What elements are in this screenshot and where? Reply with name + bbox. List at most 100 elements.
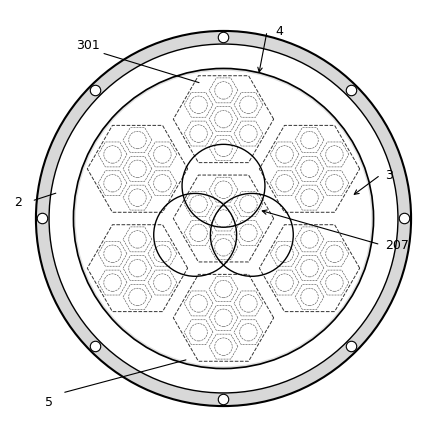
Circle shape: [301, 132, 318, 149]
Polygon shape: [234, 320, 263, 345]
Polygon shape: [320, 143, 349, 167]
Polygon shape: [123, 285, 152, 310]
Circle shape: [215, 281, 232, 298]
Circle shape: [215, 239, 232, 256]
Circle shape: [190, 295, 207, 312]
Circle shape: [326, 146, 343, 164]
Circle shape: [104, 245, 121, 263]
Circle shape: [326, 245, 343, 263]
Circle shape: [190, 225, 207, 242]
Polygon shape: [173, 176, 274, 262]
Circle shape: [215, 182, 232, 199]
Polygon shape: [209, 136, 238, 161]
Polygon shape: [173, 77, 274, 163]
Polygon shape: [87, 225, 188, 312]
Circle shape: [90, 86, 101, 96]
Circle shape: [326, 274, 343, 292]
Polygon shape: [209, 207, 238, 231]
Polygon shape: [234, 93, 263, 118]
Text: 301: 301: [76, 39, 100, 51]
Polygon shape: [123, 128, 152, 153]
Circle shape: [215, 338, 232, 356]
Text: 5: 5: [45, 396, 53, 408]
Polygon shape: [295, 227, 324, 252]
Circle shape: [104, 274, 121, 292]
Circle shape: [129, 132, 146, 149]
Polygon shape: [259, 225, 360, 312]
Polygon shape: [148, 171, 177, 196]
Circle shape: [399, 214, 410, 224]
Circle shape: [240, 225, 257, 242]
Circle shape: [36, 32, 411, 406]
Circle shape: [190, 126, 207, 143]
Polygon shape: [295, 157, 324, 182]
Circle shape: [129, 260, 146, 277]
Polygon shape: [270, 171, 299, 196]
Polygon shape: [209, 306, 238, 331]
Polygon shape: [270, 242, 299, 267]
Circle shape: [129, 289, 146, 306]
Polygon shape: [295, 186, 324, 211]
Circle shape: [240, 126, 257, 143]
Polygon shape: [234, 192, 263, 217]
Polygon shape: [184, 93, 213, 118]
Circle shape: [215, 309, 232, 327]
Circle shape: [215, 82, 232, 100]
Circle shape: [129, 190, 146, 207]
Polygon shape: [295, 285, 324, 310]
Polygon shape: [270, 271, 299, 295]
Polygon shape: [123, 256, 152, 281]
Circle shape: [276, 146, 293, 164]
Circle shape: [346, 342, 357, 352]
Polygon shape: [87, 126, 188, 213]
Polygon shape: [173, 275, 274, 361]
Polygon shape: [234, 291, 263, 316]
Circle shape: [73, 69, 374, 369]
Polygon shape: [184, 122, 213, 147]
Circle shape: [346, 86, 357, 96]
Circle shape: [240, 295, 257, 312]
Polygon shape: [209, 334, 238, 359]
Circle shape: [276, 274, 293, 292]
Circle shape: [190, 97, 207, 114]
Circle shape: [301, 161, 318, 178]
Circle shape: [301, 190, 318, 207]
Circle shape: [154, 175, 171, 193]
Circle shape: [301, 289, 318, 306]
Polygon shape: [209, 107, 238, 132]
Circle shape: [215, 140, 232, 157]
Polygon shape: [184, 291, 213, 316]
Polygon shape: [209, 79, 238, 104]
Text: 2: 2: [14, 195, 22, 208]
Polygon shape: [123, 186, 152, 211]
Circle shape: [129, 161, 146, 178]
Circle shape: [104, 146, 121, 164]
Polygon shape: [148, 271, 177, 295]
Polygon shape: [123, 227, 152, 252]
Circle shape: [240, 324, 257, 341]
Circle shape: [301, 260, 318, 277]
Text: 4: 4: [276, 25, 284, 39]
Circle shape: [240, 196, 257, 213]
Polygon shape: [295, 256, 324, 281]
Circle shape: [301, 231, 318, 248]
Polygon shape: [320, 271, 349, 295]
Polygon shape: [209, 277, 238, 302]
Polygon shape: [320, 242, 349, 267]
Circle shape: [190, 196, 207, 213]
Polygon shape: [234, 221, 263, 246]
Text: 207: 207: [385, 239, 409, 251]
Circle shape: [90, 342, 101, 352]
Circle shape: [129, 231, 146, 248]
Polygon shape: [270, 143, 299, 167]
Circle shape: [218, 33, 229, 44]
Circle shape: [49, 45, 398, 393]
Circle shape: [154, 274, 171, 292]
Circle shape: [104, 175, 121, 193]
Circle shape: [215, 210, 232, 228]
Circle shape: [218, 394, 229, 405]
Circle shape: [37, 214, 48, 224]
Polygon shape: [209, 235, 238, 260]
Polygon shape: [259, 126, 360, 213]
Circle shape: [240, 97, 257, 114]
